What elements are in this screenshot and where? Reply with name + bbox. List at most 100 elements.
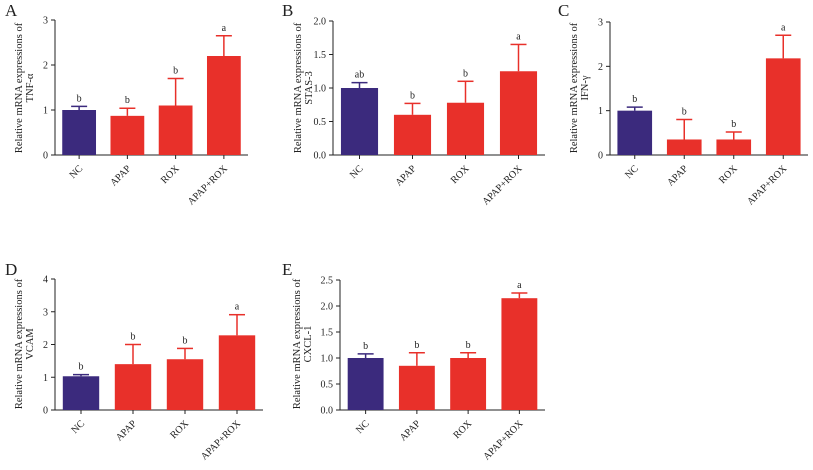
y-tick-label: 3 [43,16,48,27]
y-tick-label: 1 [43,106,48,117]
significance-label: b [731,119,736,130]
bar-rox [446,102,485,155]
panel-label: B [282,1,293,20]
significance-label: a [781,22,786,33]
bar-nc [340,88,379,155]
y-tick-label: 2 [598,62,603,73]
x-tick-label: APAP [398,418,424,444]
y-tick-label: 0 [43,406,48,417]
bar-apap-rox [499,71,538,155]
x-tick-label: ROX [159,163,182,186]
bar-apap-rox [765,58,801,155]
y-axis-label: Relative mRNA expressions ofCXCL-1 [292,278,314,409]
significance-label: b [463,68,468,79]
significance-label: b [173,66,178,77]
y-tick-label: 3 [43,307,48,318]
y-tick-label: 0.0 [314,151,327,162]
y-axis-label-line: CXCL-1 [303,326,314,363]
significance-label: b [682,107,687,118]
bar-apap-rox [206,56,241,155]
y-axis-label: Relative mRNA expressions ofVCAM [14,278,36,409]
significance-label: b [363,341,368,352]
y-tick-label: 1 [43,373,48,384]
bar-nc [617,110,653,155]
panel-label: D [5,260,17,279]
y-axis-label: Relative mRNA expressions ofTNF-α [14,22,36,153]
significance-label: ab [355,70,364,81]
y-axis-label: Relative mRNA expressions ofIFN-γ [569,22,591,153]
significance-label: b [125,95,130,106]
x-tick-label: APAP [665,163,691,189]
y-axis-label-line: Relative mRNA expressions of [292,278,303,409]
bar-nc [62,376,100,410]
y-tick-label: 2 [43,61,48,72]
y-axis-label-line: TNF-α [25,73,36,102]
y-axis-label: Relative mRNA expressions ofSTAS-3 [293,22,315,153]
x-tick-label: APAP [393,163,419,189]
significance-label: a [516,31,521,42]
bar-apap [110,115,145,155]
y-tick-label: 0 [598,151,603,162]
bar-nc [347,358,384,410]
significance-label: a [222,23,227,34]
y-tick-label: 2.5 [321,276,334,287]
y-tick-label: 0 [43,151,48,162]
bar-nc [62,110,97,155]
bar-apap [666,139,702,155]
y-tick-label: 1.5 [314,50,327,61]
y-tick-label: 3 [598,18,603,29]
significance-label: a [235,302,240,313]
y-tick-label: 4 [43,275,48,286]
x-tick-label: NC [68,163,86,181]
significance-label: a [517,280,522,291]
x-tick-label: APAP+ROX [186,163,231,208]
panel-label: C [558,1,569,20]
y-tick-label: 2.0 [314,17,327,28]
y-tick-label: 0.5 [321,380,334,391]
x-tick-label: ROX [168,418,191,441]
bar-apap [114,364,152,410]
x-tick-label: APAP+ROX [199,418,244,463]
x-tick-label: ROX [452,418,475,441]
y-axis-label-line: Relative mRNA expressions of [14,22,25,153]
y-axis-label-line: STAS-3 [304,71,315,105]
significance-label: b [414,340,419,351]
x-tick-label: APAP [114,418,140,444]
y-tick-label: 2 [43,340,48,351]
bar-rox [166,359,204,410]
significance-label: b [77,93,82,104]
x-tick-label: APAP+ROX [480,163,525,208]
x-tick-label: APAP [108,163,134,189]
panel-label: A [5,1,18,20]
significance-label: b [79,362,84,373]
y-tick-label: 1.0 [321,354,334,365]
y-tick-label: 2.0 [321,302,334,313]
y-tick-label: 0.5 [314,117,327,128]
y-tick-label: 1 [598,106,603,117]
x-tick-label: NC [348,163,366,181]
bar-rox [450,358,487,410]
x-tick-label: NC [70,418,88,436]
x-tick-label: NC [354,418,372,436]
y-axis-label-line: VCAM [25,328,36,360]
x-tick-label: APAP+ROX [745,163,790,208]
significance-label: b [410,90,415,101]
y-axis-label-line: Relative mRNA expressions of [293,22,304,153]
significance-label: b [466,340,471,351]
bar-apap [398,365,435,410]
significance-label: b [632,94,637,105]
y-tick-label: 1.0 [314,84,327,95]
x-tick-label: NC [623,163,641,181]
bar-apap-rox [218,335,256,410]
bar-apap-rox [501,298,538,410]
y-tick-label: 0.0 [321,406,334,417]
chart-panel-a: A Relative mRNA expressions ofTNF-α 0 1 2 3 b N… [5,1,248,207]
bar-rox [716,139,752,155]
significance-label: b [131,332,136,343]
x-tick-label: APAP+ROX [481,418,526,463]
